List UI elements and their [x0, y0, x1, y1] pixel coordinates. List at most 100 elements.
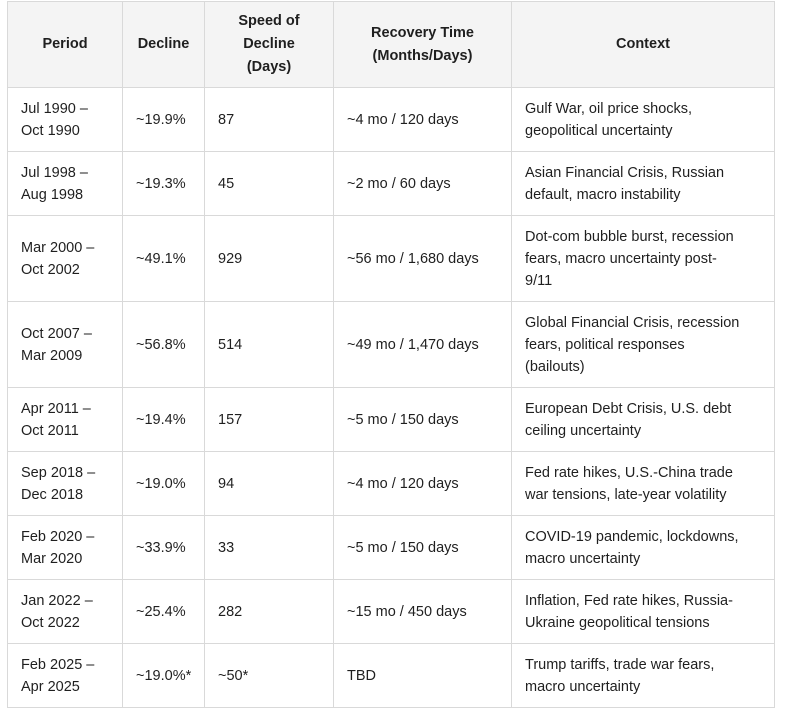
cell-decline: ~25.4% — [122, 579, 205, 644]
cell-speed: 87 — [204, 87, 334, 152]
cell-recovery: ~15 mo / 450 days — [333, 579, 512, 644]
cell-context: Asian Financial Crisis, Russian default, … — [511, 151, 775, 216]
cell-recovery: ~4 mo / 120 days — [333, 451, 512, 516]
cell-recovery: ~5 mo / 150 days — [333, 515, 512, 580]
cell-speed: ~50* — [204, 643, 334, 708]
period-end: Mar 2009 — [21, 347, 83, 364]
period-end: Aug 1998 — [21, 186, 84, 203]
cell-period: Feb 2025 – Apr 2025 — [7, 643, 123, 708]
table-body: Jul 1990 – Oct 1990 ~19.9% 87 ~4 mo / 120… — [7, 87, 775, 708]
cell-speed: 282 — [204, 579, 334, 644]
table-row: Sep 2018 – Dec 2018 ~19.0% 94 ~4 mo / 120… — [7, 451, 775, 516]
context-line: Inflation, Fed rate hikes, Russia- — [525, 592, 733, 609]
cell-decline: ~49.1% — [122, 215, 205, 302]
context-line: Global Financial Crisis, recession — [525, 314, 740, 331]
cell-period: Apr 2011 – Oct 2011 — [7, 387, 123, 452]
header-context-label: Context — [616, 36, 670, 52]
table-header: Period Decline Speed of Decline (Days) R… — [7, 1, 775, 88]
context-line: macro uncertainty — [525, 550, 641, 567]
cell-period: Oct 2007 – Mar 2009 — [7, 301, 123, 388]
period-end: Mar 2020 — [21, 550, 83, 567]
header-row: Period Decline Speed of Decline (Days) R… — [7, 1, 775, 88]
context-line: COVID-19 pandemic, lockdowns, — [525, 528, 739, 545]
cell-recovery: ~2 mo / 60 days — [333, 151, 512, 216]
cell-context: Global Financial Crisis, recession fears,… — [511, 301, 775, 388]
context-line: (bailouts) — [525, 358, 585, 375]
context-line: Dot-com bubble burst, recession — [525, 228, 734, 245]
context-line: 9/11 — [525, 272, 553, 289]
period-end: Oct 1990 — [21, 122, 80, 139]
period-start: Jul 1998 – — [21, 164, 88, 181]
header-context: Context — [511, 1, 775, 88]
market-declines-table: Period Decline Speed of Decline (Days) R… — [7, 1, 775, 708]
cell-recovery: ~5 mo / 150 days — [333, 387, 512, 452]
table-row: Apr 2011 – Oct 2011 ~19.4% 157 ~5 mo / 15… — [7, 387, 775, 452]
cell-recovery: ~4 mo / 120 days — [333, 87, 512, 152]
period-end: Dec 2018 — [21, 486, 84, 503]
context-line: fears, political responses — [525, 336, 685, 353]
period-start: Mar 2000 – — [21, 239, 95, 256]
cell-decline: ~33.9% — [122, 515, 205, 580]
period-start: Jan 2022 – — [21, 592, 93, 609]
cell-decline: ~56.8% — [122, 301, 205, 388]
cell-recovery: TBD — [333, 643, 512, 708]
table-row: Feb 2025 – Apr 2025 ~19.0%* ~50* TBD Trum… — [7, 643, 775, 708]
context-line: Ukraine geopolitical tensions — [525, 614, 710, 631]
period-start: Jul 1990 – — [21, 100, 88, 117]
table-row: Mar 2000 – Oct 2002 ~49.1% 929 ~56 mo / 1… — [7, 215, 775, 302]
cell-decline: ~19.9% — [122, 87, 205, 152]
cell-speed: 157 — [204, 387, 334, 452]
cell-decline: ~19.3% — [122, 151, 205, 216]
cell-period: Jul 1990 – Oct 1990 — [7, 87, 123, 152]
cell-context: COVID-19 pandemic, lockdowns, macro uncer… — [511, 515, 775, 580]
cell-period: Jan 2022 – Oct 2022 — [7, 579, 123, 644]
context-line: Fed rate hikes, U.S.-China trade — [525, 464, 733, 481]
cell-decline: ~19.0% — [122, 451, 205, 516]
cell-context: Inflation, Fed rate hikes, Russia- Ukrain… — [511, 579, 775, 644]
cell-speed: 45 — [204, 151, 334, 216]
cell-context: Fed rate hikes, U.S.-China trade war tens… — [511, 451, 775, 516]
header-speed-line1: Speed of — [238, 13, 300, 29]
header-decline-label: Decline — [137, 36, 190, 52]
header-period: Period — [7, 1, 123, 88]
context-line: geopolitical uncertainty — [525, 122, 673, 139]
market-declines-table-container: Period Decline Speed of Decline (Days) R… — [7, 1, 775, 708]
period-end: Oct 2022 — [21, 614, 80, 631]
cell-recovery: ~56 mo / 1,680 days — [333, 215, 512, 302]
cell-context: European Debt Crisis, U.S. debt ceiling u… — [511, 387, 775, 452]
header-period-label: Period — [42, 36, 88, 52]
cell-context: Trump tariffs, trade war fears, macro unc… — [511, 643, 775, 708]
cell-period: Sep 2018 – Dec 2018 — [7, 451, 123, 516]
period-start: Feb 2020 – — [21, 528, 95, 545]
cell-speed: 94 — [204, 451, 334, 516]
context-line: Trump tariffs, trade war fears, — [525, 656, 715, 673]
table-row: Feb 2020 – Mar 2020 ~33.9% 33 ~5 mo / 150… — [7, 515, 775, 580]
header-recovery-line2: (Months/Days) — [372, 47, 473, 64]
cell-speed: 929 — [204, 215, 334, 302]
context-line: ceiling uncertainty — [525, 422, 642, 439]
table-row: Jul 1990 – Oct 1990 ~19.9% 87 ~4 mo / 120… — [7, 87, 775, 152]
cell-period: Feb 2020 – Mar 2020 — [7, 515, 123, 580]
cell-speed: 514 — [204, 301, 334, 388]
period-start: Feb 2025 – — [21, 656, 95, 673]
cell-decline: ~19.4% — [122, 387, 205, 452]
context-line: Asian Financial Crisis, Russian — [525, 164, 725, 181]
cell-period: Jul 1998 – Aug 1998 — [7, 151, 123, 216]
table-row: Jan 2022 – Oct 2022 ~25.4% 282 ~15 mo / 4… — [7, 579, 775, 644]
context-line: macro uncertainty — [525, 678, 641, 695]
context-line: war tensions, late-year volatility — [525, 486, 727, 503]
period-start: Apr 2011 – — [21, 400, 91, 417]
header-recovery: Recovery Time (Months/Days) — [333, 1, 512, 88]
context-line: Gulf War, oil price shocks, — [525, 100, 693, 117]
cell-context: Gulf War, oil price shocks, geopolitical … — [511, 87, 775, 152]
context-line: fears, macro uncertainty post- — [525, 250, 717, 267]
period-end: Oct 2002 — [21, 261, 80, 278]
header-speed-line2: Decline — [243, 36, 295, 52]
cell-speed: 33 — [204, 515, 334, 580]
context-line: default, macro instability — [525, 186, 681, 203]
period-end: Oct 2011 — [21, 422, 79, 439]
cell-recovery: ~49 mo / 1,470 days — [333, 301, 512, 388]
cell-context: Dot-com bubble burst, recession fears, ma… — [511, 215, 775, 302]
cell-period: Mar 2000 – Oct 2002 — [7, 215, 123, 302]
period-start: Sep 2018 – — [21, 464, 96, 481]
